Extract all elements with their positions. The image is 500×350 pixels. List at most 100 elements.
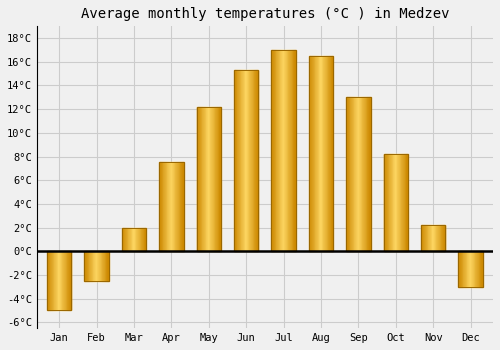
Bar xyxy=(462,251,464,287)
Bar xyxy=(356,97,357,251)
Bar xyxy=(330,56,331,251)
Bar xyxy=(64,251,65,310)
Bar xyxy=(440,225,442,251)
Bar xyxy=(162,162,164,251)
Bar xyxy=(169,162,170,251)
Bar xyxy=(358,97,359,251)
Bar xyxy=(396,154,398,251)
Bar xyxy=(57,251,58,310)
Bar xyxy=(181,162,182,251)
Bar xyxy=(47,251,72,310)
Bar xyxy=(53,251,54,310)
Bar xyxy=(136,228,138,251)
Bar xyxy=(309,56,310,251)
Bar xyxy=(365,97,366,251)
Bar xyxy=(168,162,169,251)
Bar xyxy=(206,107,207,251)
Bar xyxy=(203,107,204,251)
Bar xyxy=(251,70,252,251)
Bar xyxy=(317,56,318,251)
Bar xyxy=(242,70,243,251)
Bar xyxy=(347,97,348,251)
Bar xyxy=(466,251,468,287)
Bar xyxy=(202,107,203,251)
Bar xyxy=(236,70,238,251)
Bar xyxy=(255,70,256,251)
Bar xyxy=(366,97,368,251)
Bar xyxy=(355,97,356,251)
Bar xyxy=(482,251,483,287)
Bar xyxy=(461,251,462,287)
Bar xyxy=(58,251,59,310)
Bar xyxy=(465,251,466,287)
Bar xyxy=(99,251,100,281)
Bar xyxy=(280,50,281,251)
Bar xyxy=(172,162,173,251)
Bar xyxy=(444,225,446,251)
Bar xyxy=(247,70,248,251)
Bar xyxy=(246,70,247,251)
Bar xyxy=(421,225,422,251)
Bar xyxy=(122,228,146,251)
Bar xyxy=(481,251,482,287)
Bar xyxy=(220,107,221,251)
Bar xyxy=(434,225,435,251)
Bar xyxy=(100,251,102,281)
Bar xyxy=(200,107,202,251)
Bar xyxy=(287,50,288,251)
Bar xyxy=(273,50,274,251)
Bar xyxy=(429,225,430,251)
Bar xyxy=(473,251,474,287)
Bar xyxy=(124,228,125,251)
Bar xyxy=(92,251,94,281)
Bar xyxy=(51,251,52,310)
Bar xyxy=(403,154,404,251)
Bar xyxy=(250,70,251,251)
Bar xyxy=(244,70,246,251)
Bar xyxy=(218,107,220,251)
Bar xyxy=(209,107,210,251)
Bar xyxy=(199,107,200,251)
Bar xyxy=(240,70,242,251)
Bar xyxy=(350,97,351,251)
Bar xyxy=(60,251,61,310)
Bar xyxy=(351,97,352,251)
Bar xyxy=(62,251,64,310)
Bar xyxy=(476,251,477,287)
Bar xyxy=(276,50,277,251)
Bar xyxy=(422,225,424,251)
Bar xyxy=(212,107,213,251)
Bar xyxy=(346,97,347,251)
Bar xyxy=(91,251,92,281)
Bar xyxy=(402,154,403,251)
Bar xyxy=(464,251,465,287)
Title: Average monthly temperatures (°C ) in Medzev: Average monthly temperatures (°C ) in Me… xyxy=(80,7,449,21)
Bar xyxy=(468,251,469,287)
Bar xyxy=(55,251,56,310)
Bar xyxy=(174,162,176,251)
Bar xyxy=(135,228,136,251)
Bar xyxy=(161,162,162,251)
Bar xyxy=(52,251,53,310)
Bar xyxy=(216,107,217,251)
Bar xyxy=(425,225,426,251)
Bar xyxy=(328,56,329,251)
Bar xyxy=(470,251,472,287)
Bar xyxy=(310,56,312,251)
Bar xyxy=(235,70,236,251)
Bar xyxy=(354,97,355,251)
Bar xyxy=(404,154,406,251)
Bar xyxy=(140,228,141,251)
Bar xyxy=(288,50,290,251)
Bar xyxy=(407,154,408,251)
Bar xyxy=(295,50,296,251)
Bar xyxy=(243,70,244,251)
Bar xyxy=(392,154,394,251)
Bar xyxy=(177,162,178,251)
Bar xyxy=(126,228,128,251)
Bar xyxy=(69,251,70,310)
Bar xyxy=(183,162,184,251)
Bar xyxy=(68,251,69,310)
Bar xyxy=(322,56,324,251)
Bar xyxy=(384,154,408,251)
